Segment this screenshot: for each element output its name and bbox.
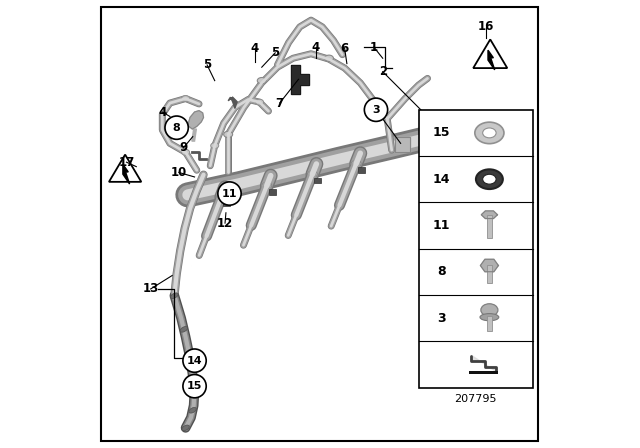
FancyBboxPatch shape — [419, 110, 533, 388]
Text: 10: 10 — [171, 166, 187, 179]
Text: 13: 13 — [143, 282, 159, 296]
Text: 16: 16 — [477, 20, 494, 34]
Text: 14: 14 — [433, 172, 450, 186]
Text: 3: 3 — [437, 311, 445, 325]
Ellipse shape — [475, 122, 504, 144]
Text: 9: 9 — [179, 141, 188, 155]
FancyBboxPatch shape — [487, 215, 492, 238]
Text: 11: 11 — [433, 219, 450, 232]
Ellipse shape — [483, 128, 496, 138]
Ellipse shape — [216, 194, 227, 200]
Polygon shape — [228, 97, 237, 108]
Polygon shape — [396, 137, 410, 152]
Ellipse shape — [324, 55, 333, 61]
Ellipse shape — [257, 78, 266, 84]
Polygon shape — [109, 155, 141, 182]
Polygon shape — [291, 65, 309, 94]
Ellipse shape — [186, 355, 193, 361]
Polygon shape — [123, 164, 130, 184]
Text: 2: 2 — [379, 65, 387, 78]
Text: 15: 15 — [433, 126, 450, 139]
Ellipse shape — [476, 169, 503, 189]
Circle shape — [218, 182, 241, 205]
Text: 4: 4 — [251, 42, 259, 55]
Ellipse shape — [383, 113, 392, 120]
Polygon shape — [472, 355, 496, 372]
Ellipse shape — [211, 142, 219, 148]
Polygon shape — [192, 129, 196, 141]
Ellipse shape — [182, 150, 189, 155]
Polygon shape — [481, 211, 497, 219]
Text: 8: 8 — [437, 265, 445, 278]
Text: 17: 17 — [118, 155, 134, 169]
Text: 1: 1 — [370, 40, 378, 54]
Ellipse shape — [255, 99, 264, 105]
FancyBboxPatch shape — [486, 265, 492, 284]
Text: 4: 4 — [158, 105, 166, 119]
Ellipse shape — [191, 383, 198, 389]
Text: 6: 6 — [340, 42, 349, 55]
Text: 7: 7 — [276, 96, 284, 110]
Circle shape — [364, 98, 388, 121]
FancyBboxPatch shape — [269, 189, 276, 194]
FancyBboxPatch shape — [469, 370, 499, 374]
Ellipse shape — [351, 160, 361, 167]
Text: 11: 11 — [221, 189, 237, 198]
Ellipse shape — [262, 182, 272, 189]
Circle shape — [165, 116, 188, 139]
Text: 207795: 207795 — [454, 394, 497, 404]
Ellipse shape — [307, 171, 317, 177]
Ellipse shape — [420, 130, 431, 147]
Circle shape — [183, 349, 206, 372]
FancyBboxPatch shape — [486, 316, 492, 331]
Ellipse shape — [483, 174, 496, 184]
Ellipse shape — [171, 293, 178, 298]
Ellipse shape — [224, 131, 233, 138]
Ellipse shape — [180, 327, 188, 332]
Ellipse shape — [182, 425, 189, 431]
Ellipse shape — [182, 96, 189, 102]
Text: 12: 12 — [217, 216, 233, 230]
FancyBboxPatch shape — [101, 7, 538, 441]
Circle shape — [183, 375, 206, 398]
Ellipse shape — [480, 314, 499, 321]
FancyBboxPatch shape — [358, 167, 365, 172]
Ellipse shape — [189, 408, 196, 413]
Text: 5: 5 — [203, 58, 211, 72]
FancyBboxPatch shape — [314, 178, 321, 183]
Text: 15: 15 — [187, 381, 202, 391]
FancyBboxPatch shape — [223, 201, 230, 206]
Text: 5: 5 — [271, 46, 279, 60]
Text: 8: 8 — [173, 123, 180, 133]
Polygon shape — [188, 111, 204, 129]
Text: 3: 3 — [372, 105, 380, 115]
Polygon shape — [488, 50, 495, 70]
Text: 14: 14 — [187, 356, 202, 366]
Ellipse shape — [481, 304, 498, 316]
Text: 4: 4 — [312, 40, 319, 54]
Polygon shape — [481, 259, 499, 272]
Polygon shape — [473, 39, 508, 68]
